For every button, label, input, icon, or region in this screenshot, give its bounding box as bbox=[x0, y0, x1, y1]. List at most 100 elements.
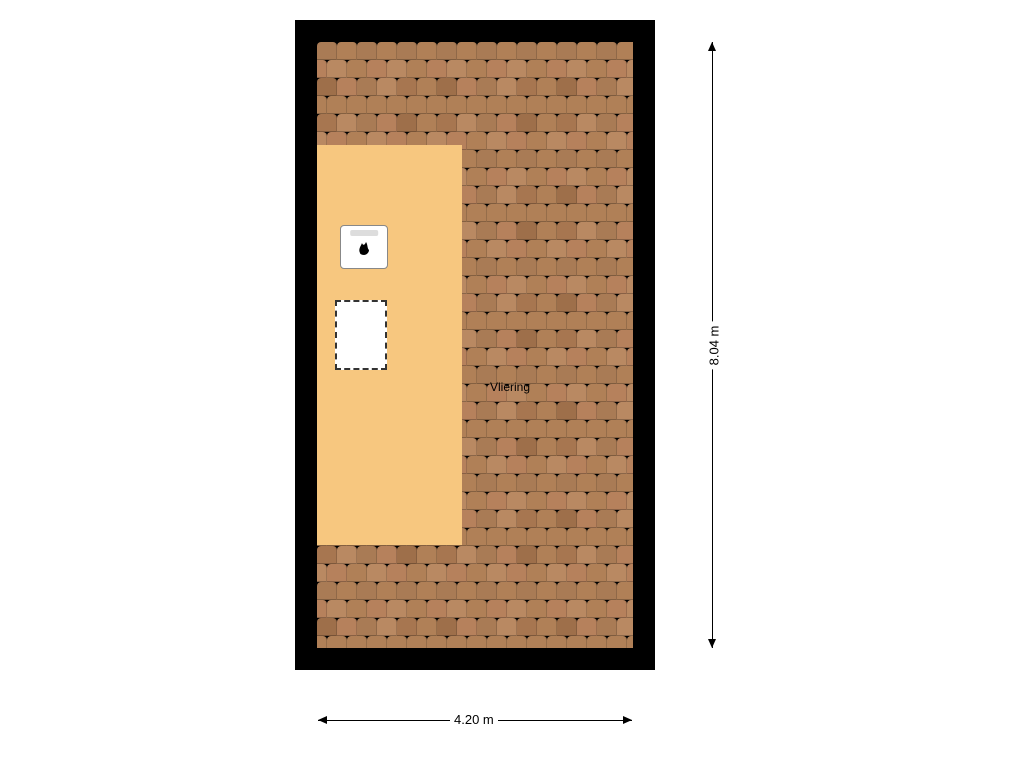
dim-width-label: 4.20 m bbox=[450, 712, 498, 727]
roof-tile bbox=[447, 60, 467, 78]
roof-tile bbox=[447, 96, 467, 114]
roof-tile bbox=[337, 114, 357, 132]
tile-row bbox=[317, 582, 633, 600]
roof-tile bbox=[367, 564, 387, 582]
roof-tile bbox=[487, 348, 507, 366]
roof-tile bbox=[547, 600, 567, 618]
roof-tile bbox=[477, 114, 497, 132]
roof-tile bbox=[337, 582, 357, 600]
roof-tile bbox=[407, 60, 427, 78]
roof-tile bbox=[437, 114, 457, 132]
roof-tile bbox=[627, 276, 633, 294]
roof-tile bbox=[607, 492, 627, 510]
roof-tile bbox=[607, 456, 627, 474]
roof-tile bbox=[527, 60, 547, 78]
roof-tile bbox=[557, 510, 577, 528]
roof-tile bbox=[607, 168, 627, 186]
roof-tile bbox=[557, 42, 577, 60]
roof-tile bbox=[577, 438, 597, 456]
roof-tile bbox=[557, 474, 577, 492]
roof-tile bbox=[537, 114, 557, 132]
roof-tile bbox=[347, 564, 367, 582]
roof-tile bbox=[607, 348, 627, 366]
roof-tile bbox=[617, 474, 633, 492]
roof-tile bbox=[537, 366, 557, 384]
roof-tile bbox=[467, 492, 487, 510]
roof-tile bbox=[617, 258, 633, 276]
roof-tile bbox=[417, 78, 437, 96]
roof-tile bbox=[607, 204, 627, 222]
roof-tile bbox=[587, 276, 607, 294]
roof-tile bbox=[537, 222, 557, 240]
roof-tile bbox=[627, 636, 633, 648]
boiler-top-vent bbox=[350, 230, 378, 236]
roof-tile bbox=[587, 348, 607, 366]
roof-tile bbox=[567, 60, 587, 78]
roof-tile bbox=[567, 492, 587, 510]
roof-tile bbox=[577, 582, 597, 600]
roof-tile bbox=[377, 42, 397, 60]
roof-tile bbox=[557, 222, 577, 240]
roof-tile bbox=[517, 42, 537, 60]
roof-tile bbox=[597, 78, 617, 96]
roof-tile bbox=[627, 312, 633, 330]
roof-tile bbox=[467, 420, 487, 438]
roof-tile bbox=[557, 294, 577, 312]
roof-tile bbox=[327, 600, 347, 618]
roof-tile bbox=[607, 132, 627, 150]
roof-tile bbox=[467, 384, 487, 402]
roof-tile bbox=[587, 168, 607, 186]
roof-tile bbox=[377, 78, 397, 96]
roof-tile bbox=[517, 78, 537, 96]
roof-tile bbox=[577, 258, 597, 276]
roof-tile bbox=[537, 294, 557, 312]
roof-tile bbox=[587, 96, 607, 114]
roof-tile bbox=[567, 636, 587, 648]
roof-tile bbox=[507, 312, 527, 330]
roof-tile bbox=[527, 168, 547, 186]
roof-tile bbox=[507, 600, 527, 618]
roof-tile bbox=[537, 150, 557, 168]
roof-tile bbox=[417, 546, 437, 564]
roof-tile bbox=[557, 186, 577, 204]
roof-tile bbox=[487, 456, 507, 474]
room-label: Vliering bbox=[490, 380, 530, 394]
roof-tile bbox=[617, 78, 633, 96]
roof-tile bbox=[587, 60, 607, 78]
roof-tile bbox=[587, 600, 607, 618]
dim-height-arrow-top bbox=[708, 42, 716, 51]
roof-tile bbox=[617, 366, 633, 384]
roof-tile bbox=[537, 474, 557, 492]
roof-tile bbox=[597, 258, 617, 276]
roof-tile bbox=[587, 636, 607, 648]
roof-tile bbox=[597, 366, 617, 384]
roof-tile bbox=[377, 114, 397, 132]
roof-tile bbox=[627, 600, 633, 618]
roof-tile bbox=[527, 204, 547, 222]
tile-row bbox=[317, 546, 633, 564]
roof-tile bbox=[497, 510, 517, 528]
roof-tile bbox=[377, 546, 397, 564]
roof-tile bbox=[627, 96, 633, 114]
roof-tile bbox=[497, 330, 517, 348]
roof-tile bbox=[477, 510, 497, 528]
roof-tile bbox=[507, 60, 527, 78]
roof-tile bbox=[617, 546, 633, 564]
roof-tile bbox=[517, 258, 537, 276]
roof-tile bbox=[397, 546, 417, 564]
roof-tile bbox=[437, 546, 457, 564]
tile-row bbox=[317, 42, 633, 60]
roof-tile bbox=[537, 186, 557, 204]
roof-tile bbox=[577, 222, 597, 240]
roof-tile bbox=[347, 96, 367, 114]
roof-tile bbox=[407, 564, 427, 582]
dim-height-arrow-bottom bbox=[708, 639, 716, 648]
roof-tile bbox=[547, 492, 567, 510]
roof-tile bbox=[517, 150, 537, 168]
roof-tile bbox=[487, 204, 507, 222]
roof-tile bbox=[507, 204, 527, 222]
roof-tile bbox=[567, 240, 587, 258]
roof-tile bbox=[357, 546, 377, 564]
roof-tile bbox=[557, 438, 577, 456]
roof-tile bbox=[547, 384, 567, 402]
